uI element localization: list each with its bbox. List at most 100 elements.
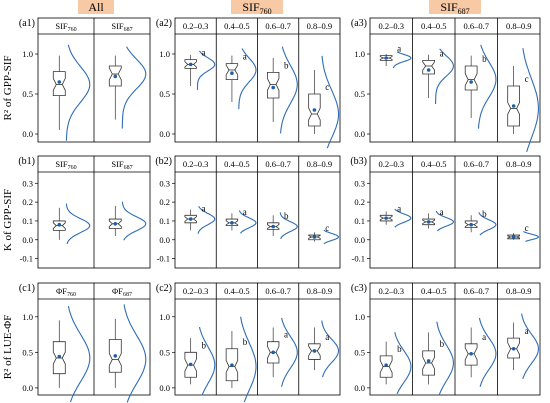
box-body (267, 72, 280, 99)
panel-a2: (a2) 0.0 0.5 1.0 0.2–0.3 a 0.4–0.5 a 0.6–0.7 b 0.8… (156, 17, 341, 149)
category-sub: 760 (67, 292, 76, 298)
ytick-label: 1.0 (159, 49, 170, 59)
panels: (a1) 0.0 0.5 1.0 SIF760 SIF687 (a2) 0.0 0.5 1.0 0.… (18, 17, 541, 403)
column-header: All (88, 0, 104, 14)
panel-label: (a1) (19, 18, 35, 29)
box-mean (469, 351, 473, 356)
box-mean (511, 104, 516, 108)
significance-letter: a (243, 52, 247, 62)
panel-a1: (a1) 0.0 0.5 1.0 SIF760 SIF687 (19, 17, 151, 143)
density-curve (478, 317, 497, 387)
density-curve (435, 210, 454, 232)
category-label: 0.6–0.7 (265, 286, 291, 296)
box-mean (230, 221, 234, 225)
density-curve (521, 313, 539, 380)
significance-letter: b (201, 340, 206, 350)
density-curve (196, 50, 216, 90)
density-curve (67, 305, 91, 403)
column-header-bg (231, 0, 283, 14)
ytick-label: 0.0 (159, 383, 170, 393)
density-curve (65, 44, 91, 141)
box-mean (113, 221, 118, 226)
box-mean (57, 354, 62, 359)
ytick-label: 0.0 (22, 383, 33, 393)
panel-label: (b3) (350, 156, 367, 167)
density-curve (522, 48, 539, 152)
ytick-label: 0.1 (159, 216, 170, 226)
box-mean (113, 354, 118, 358)
box-mean (312, 235, 317, 239)
ytick-label: 0.2 (354, 197, 365, 207)
density-curve (323, 229, 340, 245)
ytick-label: 1.0 (22, 312, 33, 322)
ytick-label: 1.0 (22, 49, 33, 59)
category-label: 0.4–0.5 (421, 21, 447, 31)
row-ylabel: R² of LUE-ΦF (2, 315, 14, 380)
ytick-label: 0.0 (159, 129, 170, 139)
box-mean (312, 108, 317, 112)
ytick-label: 1.0 (354, 49, 365, 59)
column-header-bg (78, 0, 114, 14)
row-ylabels: R² of GPP-SIF K of GPP-SIF R² of LUE-ΦF (2, 55, 14, 379)
significance-letter: a (397, 203, 401, 213)
significance-letter: b (284, 211, 289, 221)
density-curve (238, 210, 257, 234)
category-label: 0.8–0.9 (506, 159, 532, 169)
category-label: 0.4–0.5 (421, 286, 447, 296)
significance-letter: a (325, 332, 329, 342)
category-label: SIF760 (55, 21, 76, 33)
density-curve (65, 203, 91, 245)
box-mean (469, 80, 473, 84)
box-mean (271, 85, 275, 90)
box-mean (57, 80, 62, 84)
ytick-label: -0.1 (352, 254, 365, 264)
category-label: 0.4–0.5 (224, 159, 250, 169)
box-mean (384, 216, 388, 220)
panel-label: (b1) (18, 156, 35, 167)
density-curve (279, 212, 298, 240)
significance-letter: b (243, 337, 248, 347)
density-curve (121, 46, 147, 129)
category-label: 0.2–0.3 (379, 159, 405, 169)
category-sub: 687 (124, 165, 133, 171)
box-mean (511, 235, 516, 239)
density-curve (478, 212, 497, 236)
density-curve (477, 44, 497, 129)
column-header-sub: 760 (260, 7, 272, 16)
ytick-label: 0.0 (159, 235, 170, 245)
ytick-label: 0.2 (159, 197, 170, 207)
density-curve (436, 321, 454, 396)
density-curve (123, 304, 147, 403)
panel-b1: (b1) -0.1 0.0 0.1 0.2 0.3 SIF760 SIF687 (18, 155, 151, 269)
density-curve (435, 48, 454, 104)
category-sub: 760 (68, 165, 77, 171)
row-ylabel: K of GPP-SIF (2, 189, 14, 251)
panel-b2: (b2) -0.1 0.0 0.1 0.2 0.3 0.2–0.3 a 0.4–0.5 a 0.6–… (155, 155, 341, 269)
density-curve (121, 201, 147, 241)
category-label: SIF687 (111, 21, 132, 33)
ytick-label: 0.0 (22, 235, 33, 245)
category-label: 0.4–0.5 (421, 159, 447, 169)
category-label: 0.4–0.5 (224, 286, 250, 296)
category-label: 0.6–0.7 (265, 159, 291, 169)
panel-label: (a3) (351, 18, 367, 29)
significance-letter: b (482, 209, 487, 219)
category-sub: 687 (124, 27, 133, 33)
density-curve (321, 55, 340, 149)
ytick-label: 0.0 (22, 129, 33, 139)
column-header-sub: 687 (458, 7, 470, 16)
column-header-bg (429, 0, 481, 14)
box-mean (113, 74, 118, 79)
category-label: SIF687 (111, 159, 132, 171)
panel-label: (c1) (19, 283, 35, 294)
box-body (464, 65, 478, 91)
category-label: 0.2–0.3 (379, 286, 405, 296)
category-sub: 760 (68, 27, 77, 33)
ytick-label: 0.1 (354, 216, 365, 226)
ytick-label: 0.0 (354, 235, 365, 245)
box-mean (271, 350, 275, 355)
density-curve (394, 332, 412, 395)
significance-letter: a (201, 203, 205, 213)
panel-c1: (c1) 0.0 0.5 1.0 ΦF760 ΦF687 (19, 282, 151, 403)
category-label: 0.6–0.7 (464, 286, 490, 296)
